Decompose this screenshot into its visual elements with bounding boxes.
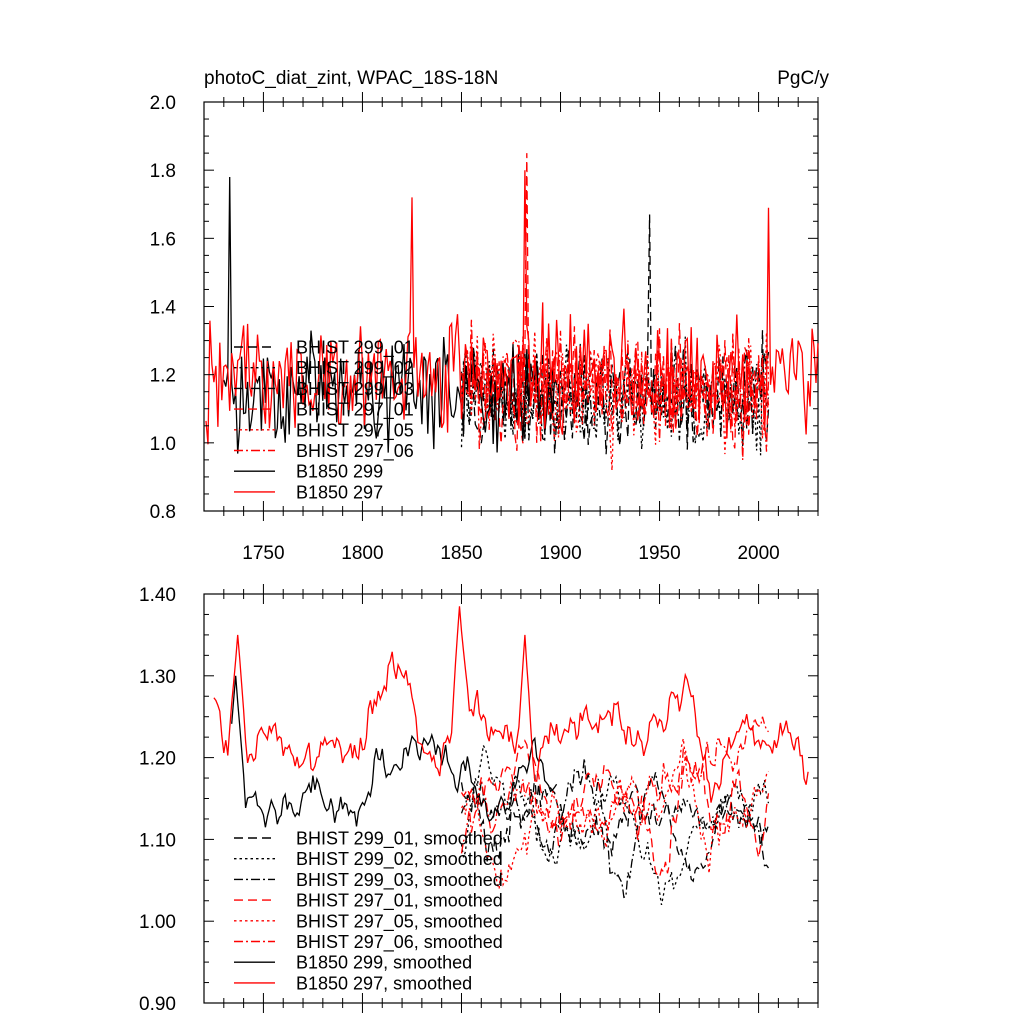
top-legend-label: BHIST 297_05 [296, 420, 414, 441]
bottom-y-tick-label: 1.00 [139, 912, 176, 933]
top-series-bhist-299-02 [460, 336, 770, 456]
top-legend-label: B1850 297 [296, 482, 383, 502]
top-legend-label: BHIST 299_01 [296, 338, 414, 359]
bottom-series-b1850-299-smoothed [231, 675, 558, 828]
bottom-y-tick-label: 1.30 [139, 667, 176, 688]
top-x-tick-label: 1800 [341, 543, 383, 564]
top-legend-label: BHIST 299_02 [296, 358, 414, 379]
bottom-legend-label: BHIST 297_06, smoothed [296, 932, 503, 953]
top-y-tick-label: 1.0 [150, 434, 176, 455]
top-y-tick-label: 1.4 [150, 298, 177, 319]
bottom-y-tick-label: 1.10 [139, 830, 176, 851]
bottom-legend-label: BHIST 299_03, smoothed [296, 870, 503, 891]
bottom-series-bhist-297-05-smoothed [460, 738, 770, 890]
top-series-bhist-299-01 [460, 214, 770, 455]
bottom-y-tick-label: 1.20 [139, 749, 176, 770]
bottom-series-group [213, 606, 809, 906]
units-label: PgC/y [777, 68, 829, 89]
top-series-b1850-299 [223, 176, 558, 454]
bottom-legend-label: BHIST 297_01, smoothed [296, 891, 503, 912]
bottom-series-b1850-297-smoothed [213, 606, 809, 803]
top-legend-label: BHIST 299_03 [296, 379, 414, 400]
bottom-y-tick-label: 1.40 [139, 585, 176, 606]
top-y-tick-label: 0.8 [150, 502, 176, 523]
top-series-b1850-297 [205, 170, 819, 445]
bottom-series-bhist-299-03-smoothed [460, 758, 770, 899]
top-x-tick-label: 1950 [638, 543, 680, 564]
top-y-tick-label: 1.6 [150, 229, 176, 250]
top-y-tick-label: 1.8 [150, 161, 176, 182]
bottom-legend-label: BHIST 299_01, smoothed [296, 829, 503, 850]
bottom-axes: 0.90 1.00 1.10 1.20 1.30 1.40 [139, 584, 819, 1015]
top-legend-label: BHIST 297_01 [296, 400, 414, 421]
top-legend-label: B1850 299 [296, 462, 383, 482]
bottom-legend-label: B1850 297, smoothed [296, 973, 472, 993]
top-series-group [205, 153, 819, 471]
top-x-tick-label: 1900 [539, 543, 581, 564]
top-legend-label: BHIST 297_06 [296, 441, 414, 462]
bottom-panel: 0.90 1.00 1.10 1.20 1.30 1.40 BHIST 299_01, s… [139, 584, 819, 1015]
top-axes: 0.8 1.0 1.2 1.4 1.6 1.8 2.0 1750 1800 1850 1900 195… [150, 92, 819, 564]
top-x-tick-label: 1750 [242, 543, 284, 564]
chart-title: photoC_diat_zint, WPAC_18S-18N [204, 68, 498, 89]
top-y-tick-label: 1.2 [150, 366, 176, 387]
bottom-legend-label: BHIST 299_02, smoothed [296, 849, 503, 870]
bottom-y-tick-label: 0.90 [139, 994, 176, 1015]
bottom-legend-label: BHIST 297_05, smoothed [296, 911, 503, 932]
top-panel: 0.8 1.0 1.2 1.4 1.6 1.8 2.0 1750 1800 1850 1900 195… [150, 92, 819, 564]
top-y-tick-label: 2.0 [150, 93, 176, 114]
bottom-legend-label: B1850 299, smoothed [296, 953, 472, 973]
top-x-tick-label: 1850 [440, 543, 482, 564]
bottom-series-bhist-299-01-smoothed [460, 774, 770, 883]
top-x-tick-label: 2000 [737, 543, 779, 564]
